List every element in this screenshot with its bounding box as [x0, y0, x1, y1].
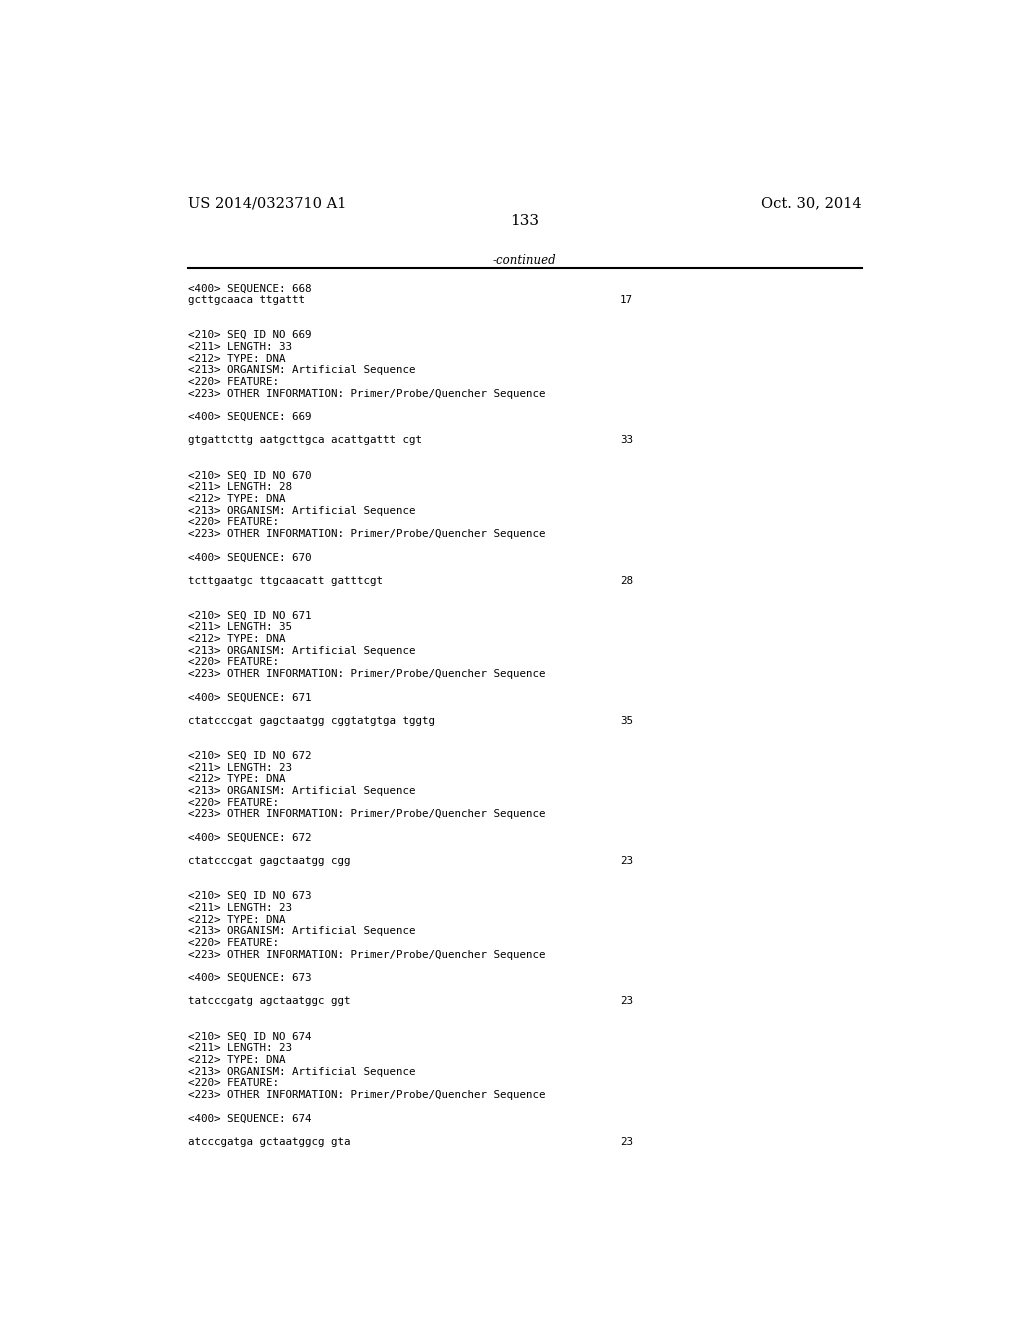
Text: <220> FEATURE:: <220> FEATURE:	[187, 378, 279, 387]
Text: US 2014/0323710 A1: US 2014/0323710 A1	[187, 195, 346, 210]
Text: tcttgaatgc ttgcaacatt gatttcgt: tcttgaatgc ttgcaacatt gatttcgt	[187, 576, 383, 586]
Text: 133: 133	[510, 214, 540, 228]
Text: <213> ORGANISM: Artificial Sequence: <213> ORGANISM: Artificial Sequence	[187, 506, 415, 516]
Text: <211> LENGTH: 23: <211> LENGTH: 23	[187, 1043, 292, 1053]
Text: <400> SEQUENCE: 672: <400> SEQUENCE: 672	[187, 833, 311, 842]
Text: <210> SEQ ID NO 673: <210> SEQ ID NO 673	[187, 891, 311, 902]
Text: Oct. 30, 2014: Oct. 30, 2014	[762, 195, 862, 210]
Text: <223> OTHER INFORMATION: Primer/Probe/Quencher Sequence: <223> OTHER INFORMATION: Primer/Probe/Qu…	[187, 949, 545, 960]
Text: <210> SEQ ID NO 669: <210> SEQ ID NO 669	[187, 330, 311, 341]
Text: tatcccgatg agctaatggc ggt: tatcccgatg agctaatggc ggt	[187, 997, 350, 1006]
Text: atcccgatga gctaatggcg gta: atcccgatga gctaatggcg gta	[187, 1137, 350, 1147]
Text: <212> TYPE: DNA: <212> TYPE: DNA	[187, 775, 285, 784]
Text: <210> SEQ ID NO 672: <210> SEQ ID NO 672	[187, 751, 311, 760]
Text: ctatcccgat gagctaatgg cggtatgtga tggtg: ctatcccgat gagctaatgg cggtatgtga tggtg	[187, 715, 434, 726]
Text: <213> ORGANISM: Artificial Sequence: <213> ORGANISM: Artificial Sequence	[187, 366, 415, 375]
Text: -continued: -continued	[493, 253, 557, 267]
Text: 17: 17	[620, 296, 633, 305]
Text: <400> SEQUENCE: 671: <400> SEQUENCE: 671	[187, 693, 311, 702]
Text: ctatcccgat gagctaatgg cgg: ctatcccgat gagctaatgg cgg	[187, 857, 350, 866]
Text: <220> FEATURE:: <220> FEATURE:	[187, 517, 279, 527]
Text: <213> ORGANISM: Artificial Sequence: <213> ORGANISM: Artificial Sequence	[187, 645, 415, 656]
Text: <212> TYPE: DNA: <212> TYPE: DNA	[187, 634, 285, 644]
Text: <210> SEQ ID NO 670: <210> SEQ ID NO 670	[187, 470, 311, 480]
Text: <223> OTHER INFORMATION: Primer/Probe/Quencher Sequence: <223> OTHER INFORMATION: Primer/Probe/Qu…	[187, 529, 545, 539]
Text: <212> TYPE: DNA: <212> TYPE: DNA	[187, 915, 285, 924]
Text: <213> ORGANISM: Artificial Sequence: <213> ORGANISM: Artificial Sequence	[187, 927, 415, 936]
Text: <211> LENGTH: 33: <211> LENGTH: 33	[187, 342, 292, 352]
Text: <223> OTHER INFORMATION: Primer/Probe/Quencher Sequence: <223> OTHER INFORMATION: Primer/Probe/Qu…	[187, 669, 545, 680]
Text: <212> TYPE: DNA: <212> TYPE: DNA	[187, 1055, 285, 1065]
Text: <212> TYPE: DNA: <212> TYPE: DNA	[187, 354, 285, 363]
Text: 23: 23	[620, 857, 633, 866]
Text: <211> LENGTH: 28: <211> LENGTH: 28	[187, 482, 292, 492]
Text: <400> SEQUENCE: 668: <400> SEQUENCE: 668	[187, 284, 311, 293]
Text: 33: 33	[620, 436, 633, 445]
Text: <211> LENGTH: 35: <211> LENGTH: 35	[187, 623, 292, 632]
Text: <400> SEQUENCE: 669: <400> SEQUENCE: 669	[187, 412, 311, 422]
Text: 28: 28	[620, 576, 633, 586]
Text: <223> OTHER INFORMATION: Primer/Probe/Quencher Sequence: <223> OTHER INFORMATION: Primer/Probe/Qu…	[187, 388, 545, 399]
Text: <211> LENGTH: 23: <211> LENGTH: 23	[187, 763, 292, 772]
Text: <220> FEATURE:: <220> FEATURE:	[187, 1078, 279, 1088]
Text: gcttgcaaca ttgattt: gcttgcaaca ttgattt	[187, 296, 304, 305]
Text: <223> OTHER INFORMATION: Primer/Probe/Quencher Sequence: <223> OTHER INFORMATION: Primer/Probe/Qu…	[187, 1090, 545, 1100]
Text: <223> OTHER INFORMATION: Primer/Probe/Quencher Sequence: <223> OTHER INFORMATION: Primer/Probe/Qu…	[187, 809, 545, 820]
Text: 23: 23	[620, 997, 633, 1006]
Text: <220> FEATURE:: <220> FEATURE:	[187, 797, 279, 808]
Text: <400> SEQUENCE: 670: <400> SEQUENCE: 670	[187, 552, 311, 562]
Text: <211> LENGTH: 23: <211> LENGTH: 23	[187, 903, 292, 913]
Text: <220> FEATURE:: <220> FEATURE:	[187, 939, 279, 948]
Text: <212> TYPE: DNA: <212> TYPE: DNA	[187, 494, 285, 504]
Text: <213> ORGANISM: Artificial Sequence: <213> ORGANISM: Artificial Sequence	[187, 785, 415, 796]
Text: 23: 23	[620, 1137, 633, 1147]
Text: <220> FEATURE:: <220> FEATURE:	[187, 657, 279, 668]
Text: <210> SEQ ID NO 674: <210> SEQ ID NO 674	[187, 1031, 311, 1041]
Text: <400> SEQUENCE: 673: <400> SEQUENCE: 673	[187, 973, 311, 983]
Text: 35: 35	[620, 715, 633, 726]
Text: gtgattcttg aatgcttgca acattgattt cgt: gtgattcttg aatgcttgca acattgattt cgt	[187, 436, 422, 445]
Text: <210> SEQ ID NO 671: <210> SEQ ID NO 671	[187, 611, 311, 620]
Text: <213> ORGANISM: Artificial Sequence: <213> ORGANISM: Artificial Sequence	[187, 1067, 415, 1077]
Text: <400> SEQUENCE: 674: <400> SEQUENCE: 674	[187, 1113, 311, 1123]
